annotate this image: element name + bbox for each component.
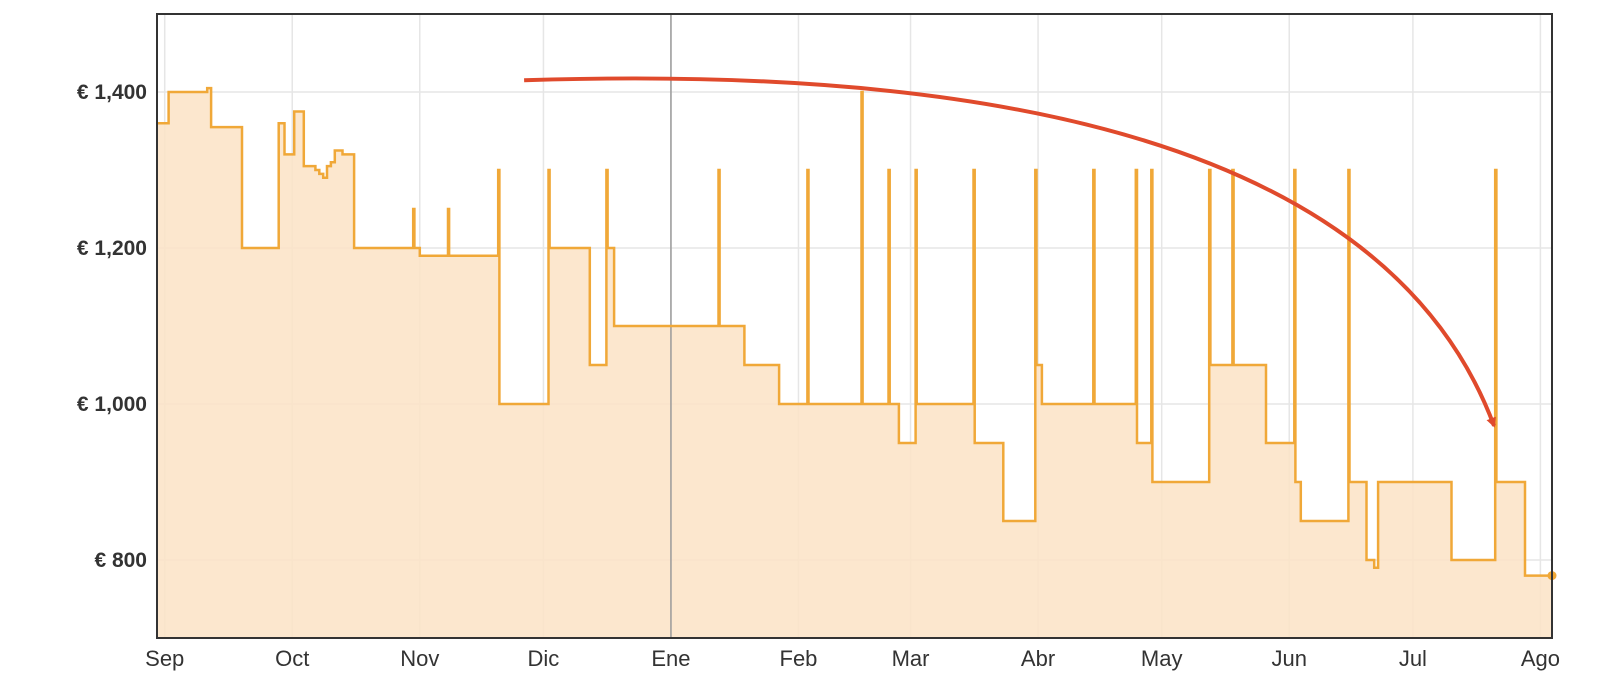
x-tick-label: Jul: [1399, 646, 1427, 671]
y-tick-label: € 1,200: [77, 237, 147, 260]
x-tick-label: Jun: [1271, 646, 1306, 671]
y-axis-ticks: € 800 € 1,000 € 1,200 € 1,400: [77, 81, 147, 572]
x-axis-ticks: Sep Oct Nov Dic Ene Feb Mar Abr May Jun Jul Ago: [145, 646, 1560, 671]
x-tick-label: Abr: [1021, 646, 1055, 671]
plot-frame: [156, 13, 1553, 639]
x-tick-label: Ene: [651, 646, 690, 671]
price-area-fill: [157, 88, 1552, 639]
x-tick-label: Ago: [1521, 646, 1560, 671]
x-tick-label: May: [1141, 646, 1183, 671]
price-area-layer: [157, 88, 1552, 639]
y-tick-label: € 800: [94, 549, 147, 572]
price-step-line: [157, 86, 1552, 577]
x-tick-label: Dic: [528, 646, 560, 671]
x-tick-label: Oct: [275, 646, 309, 671]
y-tick-label: € 1,000: [77, 393, 147, 416]
plot-border: [156, 13, 1553, 639]
x-tick-label: Sep: [145, 646, 184, 671]
trend-arrow-layer: [524, 76, 1496, 428]
x-tick-label: Mar: [892, 646, 930, 671]
x-tick-label: Feb: [780, 646, 818, 671]
y-tick-label: € 1,400: [77, 81, 147, 104]
downward-trend-arrow: [524, 76, 1496, 428]
x-tick-label: Nov: [400, 646, 439, 671]
